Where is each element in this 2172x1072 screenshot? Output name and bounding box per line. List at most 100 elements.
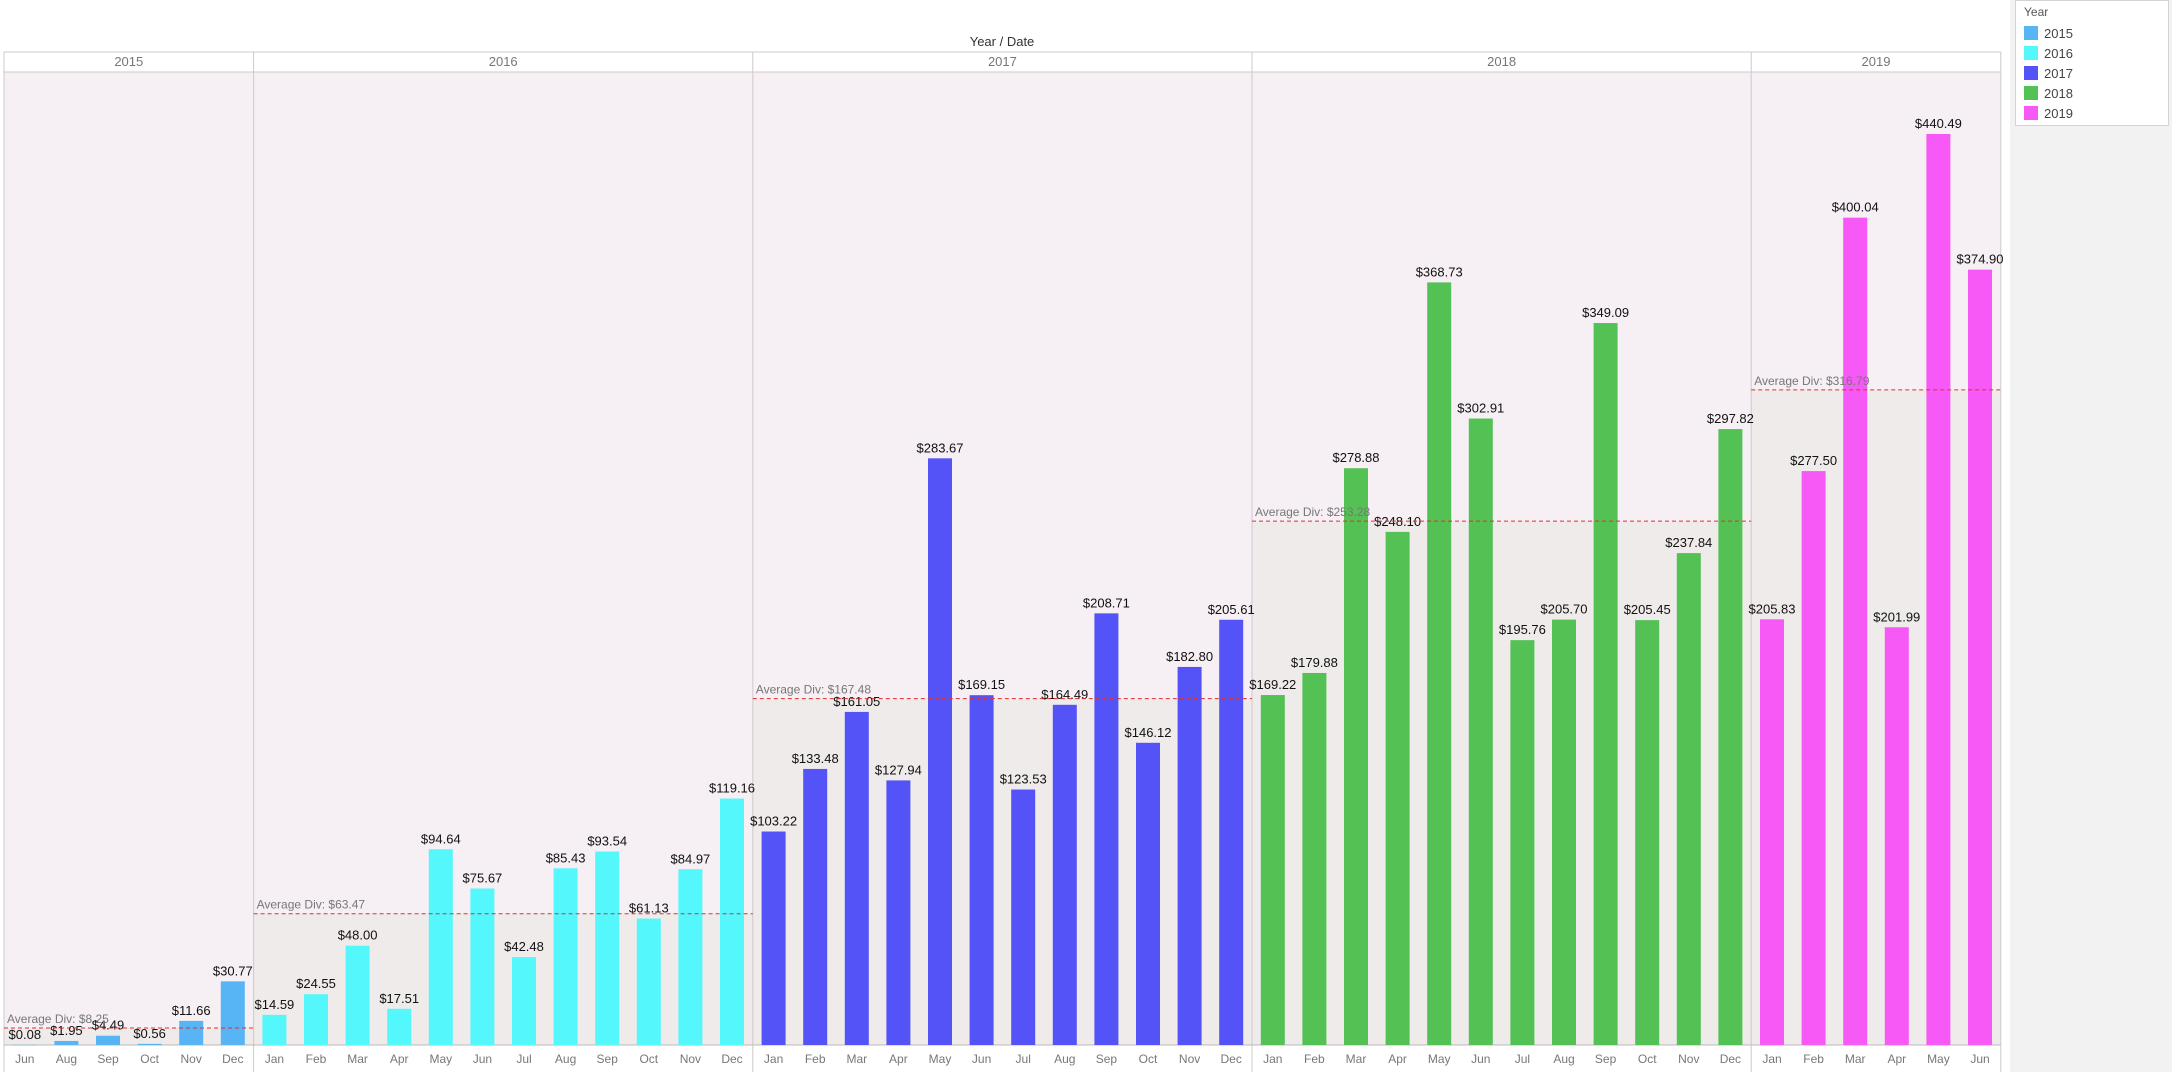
bar-2018-dec bbox=[1718, 429, 1743, 1045]
bar-2017-apr bbox=[886, 780, 911, 1045]
year-header-2015: 2015 bbox=[114, 54, 143, 69]
data-label: $133.48 bbox=[792, 751, 839, 766]
data-label: $119.16 bbox=[709, 781, 755, 796]
data-label: $237.84 bbox=[1665, 535, 1712, 550]
bar-2015-jun bbox=[12, 1044, 37, 1046]
average-band-2015 bbox=[4, 1027, 254, 1045]
month-tick-label: Jun bbox=[473, 1052, 492, 1066]
legend-item-2018[interactable]: 2018 bbox=[2016, 83, 2168, 103]
header-title: Year / Date bbox=[970, 34, 1035, 49]
month-tick-label: Jun bbox=[15, 1052, 34, 1066]
chart-svg: Year / Date 2015 2016 2017 2018 2019 $0.08 Jun $… bbox=[3, 34, 2004, 1072]
bar-2019-apr bbox=[1884, 627, 1909, 1045]
data-label: $4.49 bbox=[92, 1018, 125, 1033]
month-tick-label: Aug bbox=[555, 1052, 576, 1066]
data-label: $208.71 bbox=[1083, 595, 1130, 610]
bar-2018-sep bbox=[1593, 323, 1618, 1045]
month-tick-label: Feb bbox=[1304, 1052, 1325, 1066]
data-label: $84.97 bbox=[671, 851, 711, 866]
average-band-2017 bbox=[752, 698, 1252, 1045]
data-label: $205.83 bbox=[1749, 601, 1796, 616]
month-tick-label: May bbox=[1428, 1052, 1451, 1066]
month-tick-label: Apr bbox=[390, 1052, 409, 1066]
side-panel-background bbox=[2010, 0, 2172, 1072]
month-tick-label: Jan bbox=[1762, 1052, 1781, 1066]
month-tick-label: Apr bbox=[889, 1052, 908, 1066]
data-label: $94.64 bbox=[421, 831, 461, 846]
month-tick-label: Sep bbox=[97, 1052, 119, 1066]
month-tick-label: May bbox=[1927, 1052, 1950, 1066]
month-tick-label: Feb bbox=[1803, 1052, 1824, 1066]
bar-2018-apr bbox=[1385, 531, 1410, 1045]
legend-item-2016[interactable]: 2016 bbox=[2016, 43, 2168, 63]
data-label: $248.10 bbox=[1374, 514, 1421, 529]
data-label: $400.04 bbox=[1832, 200, 1879, 215]
month-tick-label: Jan bbox=[265, 1052, 284, 1066]
bar-2017-jul bbox=[1011, 789, 1036, 1045]
bar-2016-oct bbox=[636, 918, 661, 1045]
month-tick-label: Sep bbox=[1595, 1052, 1617, 1066]
legend-swatch bbox=[2024, 46, 2038, 60]
month-tick-label: Jan bbox=[764, 1052, 783, 1066]
month-tick-label: Jan bbox=[1263, 1052, 1282, 1066]
bar-2018-feb bbox=[1302, 672, 1327, 1045]
bar-2016-jul bbox=[512, 957, 536, 1045]
data-label: $61.13 bbox=[629, 901, 669, 916]
data-label: $297.82 bbox=[1707, 411, 1754, 426]
bar-2018-oct bbox=[1635, 620, 1660, 1045]
average-label-2018: Average Div: $253.28 bbox=[1255, 505, 1371, 519]
year-header-2017: 2017 bbox=[988, 54, 1017, 69]
bar-2017-sep bbox=[1094, 613, 1119, 1045]
bar-2016-sep bbox=[595, 851, 620, 1045]
legend[interactable]: Year 2015 2016 2017 2018 2019 bbox=[2015, 0, 2169, 126]
legend-label: 2015 bbox=[2044, 25, 2073, 41]
legend-label: 2017 bbox=[2044, 65, 2073, 81]
month-tick-label: Sep bbox=[1096, 1052, 1118, 1066]
bar-2019-jun bbox=[1968, 269, 1992, 1046]
month-tick-label: Oct bbox=[1638, 1052, 1657, 1066]
dividend-chart: Year / Date 2015 2016 2017 2018 2019 $0.08 Jun $… bbox=[3, 34, 2004, 1072]
legend-item-2019[interactable]: 2019 bbox=[2016, 103, 2168, 123]
data-label: $24.55 bbox=[296, 976, 336, 991]
month-tick-label: Mar bbox=[1845, 1052, 1866, 1066]
bar-2017-dec bbox=[1219, 619, 1244, 1045]
month-tick-label: Nov bbox=[1678, 1052, 1699, 1066]
legend-title: Year bbox=[2024, 5, 2049, 19]
month-tick-label: May bbox=[929, 1052, 952, 1066]
data-label: $17.51 bbox=[379, 991, 419, 1006]
data-label: $368.73 bbox=[1416, 264, 1463, 279]
average-label-2015: Average Div: $8.25 bbox=[7, 1012, 109, 1026]
bar-2017-jan bbox=[761, 831, 786, 1045]
bar-2019-mar bbox=[1843, 217, 1868, 1045]
bar-2018-jan bbox=[1260, 695, 1285, 1045]
bar-2017-feb bbox=[803, 768, 828, 1045]
bar-2015-dec bbox=[220, 981, 245, 1045]
month-tick-label: Dec bbox=[721, 1052, 742, 1066]
legend-item-2017[interactable]: 2017 bbox=[2016, 63, 2168, 83]
month-tick-label: Aug bbox=[1553, 1052, 1574, 1066]
legend-swatch bbox=[2024, 86, 2038, 100]
data-label: $302.91 bbox=[1457, 401, 1504, 416]
bar-2015-nov bbox=[179, 1020, 204, 1045]
bar-2017-jun bbox=[969, 695, 994, 1045]
bar-2016-apr bbox=[387, 1008, 412, 1045]
average-label-2019: Average Div: $316.79 bbox=[1754, 374, 1870, 388]
month-tick-label: Oct bbox=[1139, 1052, 1158, 1066]
data-label: $85.43 bbox=[546, 850, 586, 865]
data-label: $278.88 bbox=[1333, 450, 1380, 465]
bar-2016-dec bbox=[720, 798, 744, 1045]
month-tick-label: Dec bbox=[222, 1052, 243, 1066]
bar-2016-aug bbox=[553, 868, 578, 1045]
bar-2015-oct bbox=[137, 1043, 162, 1045]
month-tick-label: Oct bbox=[140, 1052, 159, 1066]
legend-label: 2016 bbox=[2044, 45, 2073, 61]
data-label: $127.94 bbox=[875, 762, 922, 777]
data-label: $146.12 bbox=[1125, 725, 1172, 740]
data-label: $161.05 bbox=[833, 694, 880, 709]
legend-item-2015[interactable]: 2015 bbox=[2016, 23, 2168, 43]
month-tick-label: Jul bbox=[516, 1052, 531, 1066]
average-band-2016 bbox=[253, 913, 753, 1045]
data-label: $169.15 bbox=[958, 677, 1005, 692]
bar-2019-may bbox=[1926, 134, 1951, 1045]
bar-2019-jan bbox=[1760, 619, 1784, 1045]
